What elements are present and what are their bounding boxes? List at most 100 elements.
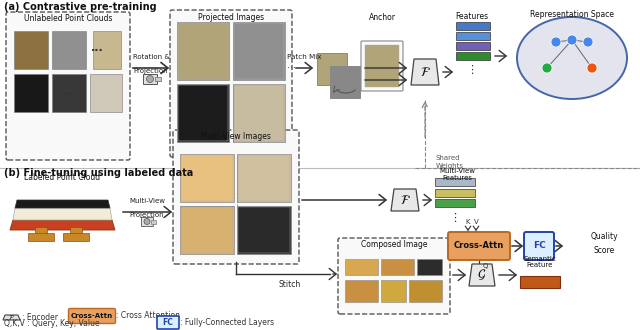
Text: ⋮: ⋮ [467, 65, 477, 75]
Text: $\mathcal{F}$: $\mathcal{F}$ [420, 65, 431, 79]
Bar [435, 188, 475, 196]
Bar [35, 227, 47, 235]
Bar [181, 155, 233, 201]
Bar [90, 74, 122, 112]
Polygon shape [411, 59, 439, 85]
Bar [317, 53, 347, 85]
Text: ...: ... [287, 60, 296, 70]
Bar [14, 74, 48, 112]
Text: Anchor: Anchor [369, 13, 396, 22]
Bar [14, 31, 48, 69]
Bar [151, 220, 156, 223]
Bar [330, 66, 360, 98]
Polygon shape [10, 220, 115, 230]
Text: Multi-View Images: Multi-View Images [201, 132, 271, 141]
Polygon shape [391, 189, 419, 211]
Bar [435, 199, 475, 207]
Text: Feature: Feature [527, 262, 553, 268]
Bar [345, 259, 378, 275]
Bar [52, 31, 86, 69]
FancyBboxPatch shape [170, 10, 292, 157]
Text: Unlabeled Point Clouds: Unlabeled Point Clouds [24, 14, 112, 23]
Text: Stitch: Stitch [279, 280, 301, 289]
Bar [345, 280, 378, 302]
Text: $\mathcal{F}$: $\mathcal{F}$ [8, 313, 15, 322]
Text: Features: Features [456, 12, 488, 21]
Bar [409, 280, 442, 302]
Text: (b) Fine-tuning using labeled data: (b) Fine-tuning using labeled data [4, 168, 193, 178]
Bar [28, 233, 54, 241]
FancyBboxPatch shape [234, 23, 284, 79]
Text: : Fully-Connected Layers: : Fully-Connected Layers [180, 318, 274, 327]
FancyBboxPatch shape [173, 130, 299, 264]
Text: Rotation &: Rotation & [132, 54, 170, 60]
Bar [456, 52, 490, 60]
Bar [52, 74, 86, 112]
Bar [233, 84, 285, 142]
Polygon shape [3, 315, 20, 320]
Bar [180, 154, 234, 202]
Circle shape [567, 35, 577, 45]
Bar [365, 45, 399, 87]
Text: Patch Mix: Patch Mix [287, 54, 321, 60]
Circle shape [551, 37, 561, 47]
Ellipse shape [517, 17, 627, 99]
Text: (a) Contrastive pre-training: (a) Contrastive pre-training [4, 2, 157, 12]
Bar [238, 155, 290, 201]
Bar [237, 154, 291, 202]
Text: Projection: Projection [130, 212, 164, 218]
Text: Q: Q [483, 263, 488, 269]
Text: $\mathcal{G}$: $\mathcal{G}$ [477, 268, 486, 282]
Bar [143, 74, 157, 84]
Text: Score: Score [593, 246, 614, 255]
Circle shape [147, 76, 154, 82]
Polygon shape [469, 264, 495, 286]
Text: Q,K,V : Query, Key, Value: Q,K,V : Query, Key, Value [4, 318, 100, 327]
Text: Features: Features [442, 175, 472, 181]
Text: Semantic: Semantic [524, 256, 556, 262]
FancyBboxPatch shape [361, 41, 403, 91]
Bar [155, 77, 161, 81]
FancyBboxPatch shape [178, 85, 228, 141]
Bar [141, 217, 153, 226]
Bar [70, 227, 82, 235]
FancyBboxPatch shape [178, 23, 228, 79]
Bar [520, 276, 560, 288]
Polygon shape [13, 208, 112, 220]
Bar [381, 259, 414, 275]
FancyBboxPatch shape [448, 232, 510, 260]
Bar [177, 22, 229, 80]
Bar [63, 233, 89, 241]
Bar [177, 84, 229, 142]
Text: FC: FC [532, 242, 545, 250]
Text: Projection: Projection [134, 68, 168, 74]
Circle shape [583, 37, 593, 47]
Text: $\mathcal{F}$: $\mathcal{F}$ [399, 193, 410, 207]
Text: ...: ... [91, 43, 104, 53]
Circle shape [542, 63, 552, 73]
Text: Representation Space: Representation Space [530, 10, 614, 19]
Text: Multi-View: Multi-View [439, 168, 475, 174]
Bar [456, 22, 490, 30]
Text: Composed Image: Composed Image [361, 240, 428, 249]
Bar [238, 207, 290, 253]
Bar [93, 31, 121, 69]
Text: Weights: Weights [436, 163, 464, 169]
Circle shape [144, 218, 150, 224]
Bar [233, 22, 285, 80]
Text: V: V [474, 219, 478, 225]
FancyBboxPatch shape [524, 232, 554, 260]
Text: : Cross Attention: : Cross Attention [116, 312, 180, 320]
Text: Shared: Shared [436, 155, 461, 161]
Text: Multi-View: Multi-View [129, 198, 165, 204]
Bar [456, 32, 490, 40]
Bar [180, 206, 234, 254]
Text: K: K [466, 219, 470, 225]
Bar [435, 178, 475, 186]
Circle shape [587, 63, 597, 73]
Text: Cross-Attn: Cross-Attn [454, 242, 504, 250]
Text: Cross-Attn: Cross-Attn [71, 313, 113, 319]
FancyBboxPatch shape [157, 316, 179, 329]
Bar [381, 280, 406, 302]
FancyBboxPatch shape [68, 309, 115, 323]
